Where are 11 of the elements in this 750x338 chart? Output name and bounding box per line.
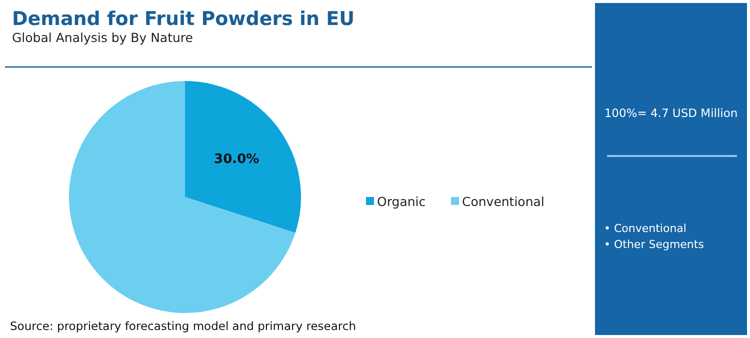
source-note: Source: proprietary forecasting model and primary research — [10, 319, 356, 333]
data-label: 30.0% — [214, 152, 260, 168]
pie-slice — [69, 81, 296, 313]
legend-label: Conventional — [462, 194, 544, 209]
text: • Conventional — [604, 222, 686, 235]
chart-title: Demand for Fruit Powders in EU — [12, 8, 355, 30]
text: 100%= 4.7 USD Million — [604, 106, 738, 120]
text: • Other Segments — [604, 238, 704, 251]
legend-label: Organic — [377, 194, 426, 209]
pie-slice — [185, 81, 301, 233]
chart-subtitle: Global Analysis by By Nature — [12, 30, 194, 45]
